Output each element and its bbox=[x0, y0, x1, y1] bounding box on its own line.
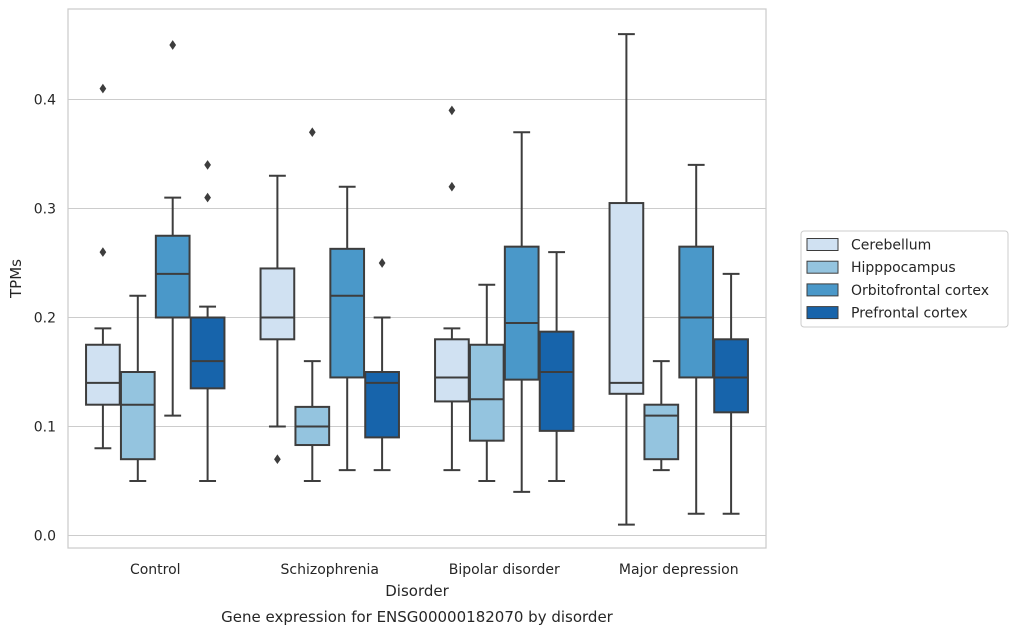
legend-label: Hipppocampus bbox=[851, 260, 956, 276]
outlier-point bbox=[448, 181, 456, 192]
legend-item: Orbitofrontal cortex bbox=[806, 283, 989, 299]
box-prefrontal-cortex bbox=[189, 160, 226, 482]
plot-frame bbox=[67, 8, 767, 549]
figure-caption: Gene expression for ENSG00000182070 by d… bbox=[221, 608, 614, 626]
y-tick-label: 0.2 bbox=[34, 311, 56, 327]
box-orbitofrontal-cortex bbox=[678, 163, 715, 515]
y-tick-label: 0.3 bbox=[34, 202, 56, 218]
box-iqr bbox=[678, 245, 715, 379]
y-tick-label: 0.0 bbox=[34, 529, 56, 545]
legend-label: Cerebellum bbox=[851, 238, 931, 254]
outlier-point bbox=[378, 258, 386, 268]
outlier-point bbox=[448, 105, 456, 116]
box-iqr bbox=[259, 267, 296, 341]
legend-swatch bbox=[806, 306, 839, 320]
box-hipppocampus bbox=[468, 283, 505, 482]
legend-frame bbox=[800, 230, 1009, 328]
outlier-point bbox=[99, 83, 107, 94]
box-cerebellum bbox=[259, 174, 296, 465]
outlier-point bbox=[99, 247, 107, 257]
box-iqr bbox=[468, 343, 505, 442]
legend-swatch bbox=[806, 238, 839, 251]
box-orbitofrontal-cortex bbox=[503, 131, 540, 493]
box-orbitofrontal-cortex bbox=[154, 40, 191, 417]
y-tick-label: 0.4 bbox=[34, 93, 56, 109]
box-iqr bbox=[119, 371, 156, 461]
y-tick-label: 0.1 bbox=[34, 420, 56, 436]
legend-item: Hipppocampus bbox=[806, 260, 956, 276]
box-iqr bbox=[608, 202, 645, 395]
outlier-point bbox=[204, 192, 211, 203]
x-axis-label: Disorder bbox=[385, 582, 449, 600]
x-tick-label: Schizophrenia bbox=[281, 562, 379, 578]
x-tick-label: Bipolar disorder bbox=[449, 562, 560, 578]
x-axis-ticks: Control Schizophrenia Bipolar disorder Majo… bbox=[130, 562, 739, 578]
legend-swatch bbox=[806, 260, 839, 274]
box-prefrontal-cortex bbox=[538, 251, 575, 482]
outlier-point bbox=[308, 127, 316, 138]
y-axis-ticks: 0.0 0.1 0.2 0.3 0.4 bbox=[34, 93, 56, 545]
box-prefrontal-cortex bbox=[713, 272, 749, 515]
box-orbitofrontal-cortex bbox=[329, 185, 366, 472]
box-hipppocampus bbox=[643, 360, 680, 472]
outlier-point bbox=[274, 454, 281, 465]
outlier-point bbox=[204, 160, 211, 170]
legend-label: Orbitofrontal cortex bbox=[851, 283, 989, 299]
y-axis-label: TPMs bbox=[7, 259, 25, 299]
outlier-point bbox=[169, 40, 177, 50]
box-iqr bbox=[643, 403, 680, 461]
box-iqr bbox=[538, 330, 575, 432]
box-iqr bbox=[85, 343, 121, 406]
box-series bbox=[85, 33, 749, 526]
box-cerebellum bbox=[85, 83, 121, 450]
box-iqr bbox=[713, 338, 749, 414]
box-iqr bbox=[364, 371, 400, 439]
box-iqr bbox=[329, 247, 366, 379]
legend-item: Prefrontal cortex bbox=[806, 306, 968, 322]
box-hipppocampus bbox=[294, 127, 331, 482]
legend-label: Prefrontal cortex bbox=[851, 306, 968, 322]
box-iqr bbox=[154, 234, 191, 319]
box-prefrontal-cortex bbox=[364, 258, 400, 472]
box-cerebellum bbox=[608, 33, 645, 526]
legend: Cerebellum Hipppocampus Orbitofrontal cort… bbox=[800, 230, 1009, 328]
legend-item: Cerebellum bbox=[806, 238, 931, 254]
box-cerebellum bbox=[434, 105, 470, 472]
box-iqr bbox=[503, 245, 540, 381]
box-hipppocampus bbox=[119, 294, 156, 482]
box-iqr bbox=[189, 316, 226, 390]
x-tick-label: Major depression bbox=[619, 562, 739, 578]
legend-swatch bbox=[806, 283, 839, 297]
x-tick-label: Control bbox=[130, 562, 181, 578]
box-iqr bbox=[434, 338, 470, 403]
